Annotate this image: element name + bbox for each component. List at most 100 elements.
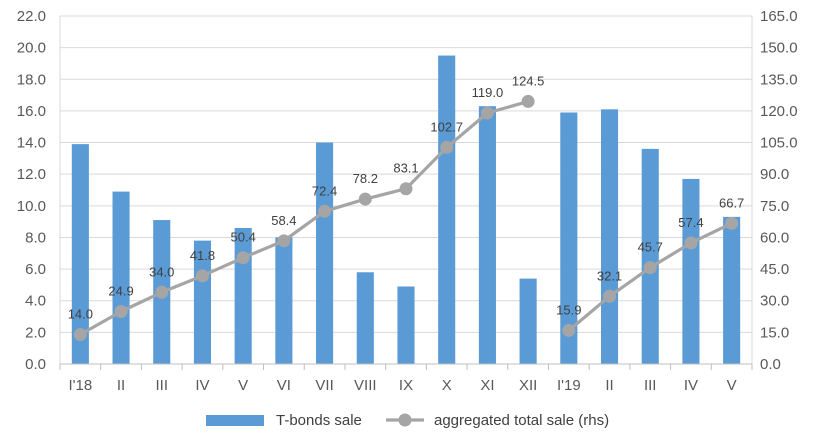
- x-tick-label: I'18: [68, 377, 92, 394]
- y-left-tick-label: 14.0: [17, 135, 46, 152]
- bar: [112, 191, 130, 364]
- legend: T-bonds sale aggregated total sale (rhs): [206, 412, 609, 429]
- data-label: 41.8: [190, 248, 215, 263]
- line-point: [318, 204, 332, 218]
- axes: 0.0 2.0 4.0 6.0 8.0 10.0 12.0 14.0 16.0 18.0 20.0 2…: [17, 8, 798, 394]
- y-right-tick-label: 165.0: [760, 8, 798, 25]
- line-point: [195, 269, 209, 283]
- x-tick-label: V: [238, 377, 248, 394]
- legend-bar-swatch: [206, 415, 264, 426]
- bar: [234, 227, 252, 364]
- bar: [438, 55, 456, 364]
- line-point: [358, 192, 372, 206]
- line-point: [155, 285, 169, 299]
- x-tick-label: XII: [519, 377, 537, 394]
- x-tick-label: III: [156, 377, 169, 394]
- line-point: [684, 236, 698, 250]
- data-label: 58.4: [271, 213, 296, 228]
- data-label: 57.4: [678, 215, 703, 230]
- bar-series-t-bonds-sale: [71, 55, 741, 364]
- data-label: 24.9: [108, 283, 133, 298]
- x-tick-label: II: [605, 377, 613, 394]
- data-label: 78.2: [353, 171, 378, 186]
- bar: [316, 142, 334, 364]
- y-right-tick-label: 75.0: [760, 198, 789, 215]
- bar: [641, 148, 659, 364]
- line-point: [399, 182, 413, 196]
- line-series-aggregated-total-sale: [73, 94, 739, 341]
- y-right-tick-label: 135.0: [760, 71, 798, 88]
- line-data-labels: 14.0 24.9 34.0 41.8 50.4 58.4 72.4 78.2 83.1 102.…: [68, 73, 745, 321]
- line-point: [440, 140, 454, 154]
- y-left-tick-label: 6.0: [25, 261, 46, 278]
- line-point: [521, 94, 535, 108]
- x-tick-label: VIII: [354, 377, 377, 394]
- y-left-tick-label: 18.0: [17, 71, 46, 88]
- y-right-tick-label: 105.0: [760, 135, 798, 152]
- line-point: [603, 289, 617, 303]
- y-right-tick-label: 120.0: [760, 103, 798, 120]
- data-label: 50.4: [231, 230, 256, 245]
- data-label: 14.0: [68, 306, 93, 321]
- y-left-tick-label: 0.0: [25, 356, 46, 373]
- line-point: [562, 323, 576, 337]
- bar: [71, 144, 89, 364]
- y-left-tick-label: 4.0: [25, 293, 46, 310]
- bar: [600, 109, 619, 364]
- y-left-tick-label: 16.0: [17, 103, 46, 120]
- y-left-tick-label: 20.0: [17, 40, 46, 57]
- y-right-tick-label: 15.0: [760, 324, 789, 341]
- y-right-tick-label: 60.0: [760, 229, 789, 246]
- y-left-tick-label: 10.0: [17, 198, 46, 215]
- data-label: 83.1: [393, 161, 418, 176]
- bar: [682, 178, 700, 364]
- data-label: 119.0: [472, 85, 504, 100]
- x-tick-label: IX: [399, 377, 413, 394]
- legend-dot-swatch: [398, 413, 412, 427]
- x-tick-label: IV: [684, 377, 698, 394]
- x-tick-label: V: [727, 377, 737, 394]
- y-left-tick-label: 2.0: [25, 324, 46, 341]
- line-point: [236, 251, 250, 265]
- x-tick-label: VII: [315, 377, 333, 394]
- line-point: [643, 261, 657, 275]
- bar: [356, 272, 374, 364]
- bar: [519, 278, 537, 364]
- x-tick-label: II: [117, 377, 125, 394]
- y-right-tick-label: 30.0: [760, 293, 789, 310]
- bar: [560, 112, 578, 364]
- y-right-tick-label: 45.0: [760, 261, 789, 278]
- data-label: 34.0: [149, 264, 174, 279]
- x-tick-label: IV: [195, 377, 209, 394]
- line-point: [480, 106, 494, 120]
- x-tick-label: III: [644, 377, 657, 394]
- y-left-tick-label: 22.0: [17, 8, 46, 25]
- gridlines: [60, 15, 752, 365]
- legend-label-aggregated-total-sale: aggregated total sale (rhs): [434, 412, 609, 429]
- y-right-tick-label: 150.0: [760, 40, 798, 57]
- x-tick-label: X: [442, 377, 452, 394]
- legend-label-t-bonds-sale: T-bonds sale: [276, 412, 362, 429]
- data-label: 32.1: [597, 268, 622, 283]
- series-line-segment: [79, 99, 529, 336]
- y-left-tick-label: 8.0: [25, 229, 46, 246]
- line-point: [725, 216, 739, 230]
- bar: [275, 237, 293, 364]
- data-label: 124.5: [512, 73, 545, 88]
- bar: [397, 286, 415, 364]
- line-point: [114, 304, 128, 318]
- line-point: [277, 234, 291, 248]
- line-point: [73, 327, 87, 341]
- y-right-tick-label: 0.0: [760, 356, 781, 373]
- bar: [723, 216, 741, 364]
- data-label: 66.7: [719, 195, 744, 210]
- x-tick-label: I'19: [557, 377, 581, 394]
- data-label: 15.9: [556, 302, 581, 317]
- data-label: 45.7: [638, 240, 663, 255]
- data-label: 72.4: [312, 183, 337, 198]
- x-tick-label: XI: [480, 377, 494, 394]
- y-right-tick-label: 90.0: [760, 166, 789, 183]
- bar: [478, 106, 496, 364]
- x-tick-label: VI: [277, 377, 291, 394]
